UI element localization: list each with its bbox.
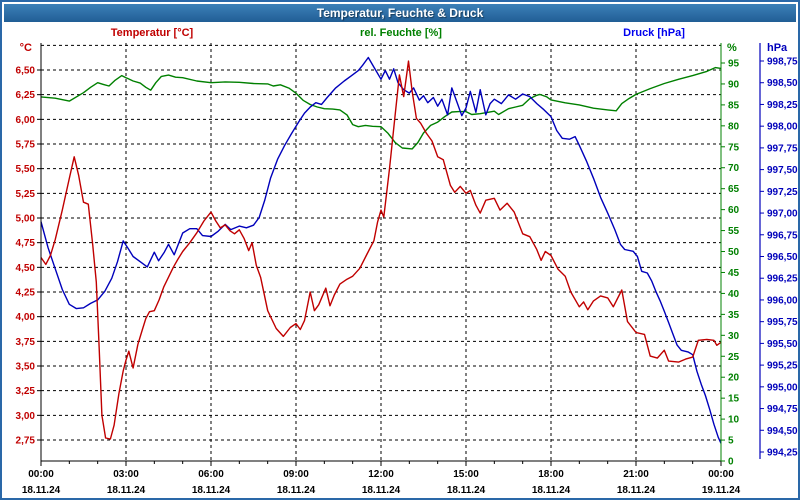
y-axis-temperature: 6,50 6,25 6,00 5,75 5,50 5,25 5,00 4,75 4,50 4,25… (16, 43, 42, 461)
pressure-tick-label: 995,00 (767, 382, 798, 393)
humidity-tick-label: 95 (728, 58, 740, 69)
x-tick-date-label: 18.11.24 (617, 485, 656, 496)
x-tick-time-label: 00:00 (708, 469, 734, 480)
pressure-tick-label: 994,50 (767, 426, 798, 437)
pressure-tick-label: 994,75 (767, 404, 798, 415)
legend-temperature: Temperatur [°C] (110, 27, 194, 39)
x-tick-date-label: 18.11.24 (192, 485, 231, 496)
humidity-tick-label: 45 (728, 268, 740, 279)
x-tick-time-label: 18:00 (538, 469, 564, 480)
humidity-tick-label: 85 (728, 100, 740, 111)
humidity-tick-label: 5 (728, 436, 734, 447)
temp-tick-label: 4,50 (16, 263, 36, 274)
x-tick-date-label: 18.11.24 (362, 485, 401, 496)
humidity-line (40, 66, 722, 150)
humidity-tick-label: 40 (728, 289, 740, 300)
pressure-tick-label: 995,75 (767, 317, 798, 328)
pressure-tick-label: 994,25 (767, 448, 798, 459)
temp-tick-label: 4,00 (16, 312, 36, 323)
humidity-tick-label: 35 (728, 310, 740, 321)
temperature-line (40, 60, 722, 440)
temp-tick-label: 5,75 (16, 140, 36, 151)
legend-humidity: rel. Feuchte [%] (360, 27, 442, 39)
pressure-tick-label: 997,00 (767, 209, 798, 220)
x-tick-time-label: 21:00 (623, 469, 649, 480)
humidity-axis-unit: % (727, 42, 737, 54)
x-tick-time-label: 06:00 (198, 469, 224, 480)
temp-tick-label: 3,50 (16, 362, 36, 373)
humidity-tick-label: 25 (728, 352, 740, 363)
pressure-tick-label: 998,00 (767, 122, 798, 133)
x-tick-date-label: 18.11.24 (447, 485, 486, 496)
series-lines (40, 56, 722, 444)
temp-tick-label: 6,00 (16, 115, 36, 126)
pressure-tick-label: 996,50 (767, 252, 798, 263)
x-tick-date-label: 19.11.24 (702, 485, 741, 496)
x-tick-date-label: 18.11.24 (277, 485, 316, 496)
temp-tick-label: 5,00 (16, 214, 36, 225)
x-tick-time-label: 15:00 (453, 469, 479, 480)
x-axis-time: 00:00 18.11.24 03:00 18.11.24 06:00 18.11.24 0… (22, 460, 741, 496)
gridlines (41, 43, 721, 461)
pressure-tick-label: 995,50 (767, 339, 798, 350)
pressure-tick-label: 996,00 (767, 295, 798, 306)
x-tick-date-label: 18.11.24 (532, 485, 571, 496)
x-tick-time-label: 12:00 (368, 469, 394, 480)
humidity-tick-label: 60 (728, 205, 740, 216)
temp-tick-label: 4,25 (16, 288, 36, 299)
x-tick-time-label: 00:00 (28, 469, 54, 480)
pressure-tick-label: 998,75 (767, 57, 798, 68)
y-axis-pressure: 998,75 998,50 998,25 998,00 997,75 997,50 997,… (759, 43, 798, 459)
humidity-tick-label: 0 (728, 457, 734, 468)
humidity-tick-label: 75 (728, 142, 740, 153)
pressure-tick-label: 995,25 (767, 361, 798, 372)
humidity-tick-label: 30 (728, 331, 740, 342)
humidity-tick-label: 50 (728, 247, 740, 258)
pressure-tick-label: 997,50 (767, 165, 798, 176)
pressure-tick-label: 997,75 (767, 143, 798, 154)
humidity-tick-label: 90 (728, 79, 740, 90)
x-tick-date-label: 18.11.24 (107, 485, 146, 496)
temp-axis-unit: °C (19, 42, 32, 54)
pressure-tick-label: 997,25 (767, 187, 798, 198)
humidity-tick-label: 10 (728, 415, 740, 426)
temp-tick-label: 6,50 (16, 66, 36, 77)
pressure-tick-label: 996,25 (767, 274, 798, 285)
window-titlebar: Temperatur, Feuchte & Druck (4, 4, 796, 22)
temp-tick-label: 3,75 (16, 337, 36, 348)
humidity-tick-label: 80 (728, 121, 740, 132)
pressure-tick-label: 998,50 (767, 78, 798, 89)
humidity-tick-label: 70 (728, 163, 740, 174)
x-tick-date-label: 18.11.24 (22, 485, 61, 496)
temp-tick-label: 3,25 (16, 386, 36, 397)
pressure-axis-unit: hPa (767, 42, 788, 54)
humidity-tick-label: 15 (728, 394, 740, 405)
temp-tick-label: 6,25 (16, 90, 36, 101)
pressure-tick-label: 998,25 (767, 100, 798, 111)
pressure-tick-label: 996,75 (767, 230, 798, 241)
temp-tick-label: 4,75 (16, 238, 36, 249)
legend-pressure: Druck [hPa] (623, 27, 685, 39)
humidity-tick-label: 65 (728, 184, 740, 195)
temp-tick-label: 2,75 (16, 436, 36, 447)
x-tick-time-label: 09:00 (283, 469, 309, 480)
temp-tick-label: 5,25 (16, 189, 36, 200)
window-title: Temperatur, Feuchte & Druck (316, 6, 484, 20)
humidity-tick-label: 55 (728, 226, 740, 237)
humidity-tick-label: 20 (728, 373, 740, 384)
temp-tick-label: 5,50 (16, 164, 36, 175)
x-tick-time-label: 03:00 (113, 469, 139, 480)
temp-tick-label: 3,00 (16, 411, 36, 422)
